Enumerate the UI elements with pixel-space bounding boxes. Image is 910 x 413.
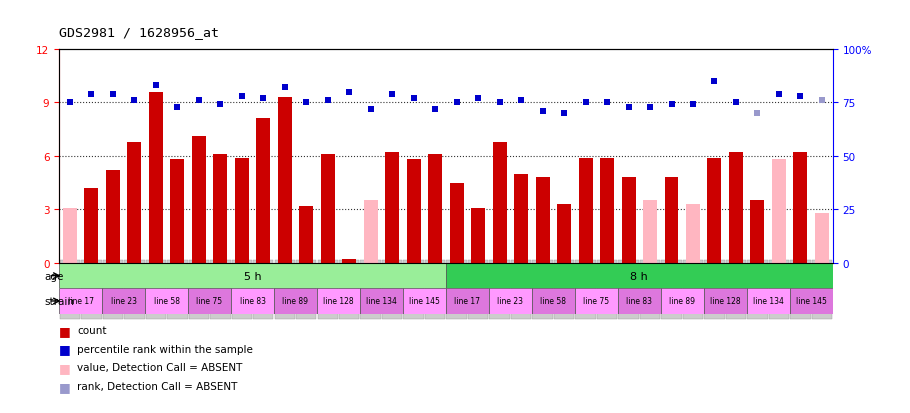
Text: age: age: [44, 271, 64, 281]
Bar: [450, 183, 463, 263]
Bar: [364, 201, 378, 263]
Bar: [815, 214, 829, 263]
Text: strain: strain: [44, 296, 74, 306]
Bar: [794, 153, 807, 263]
Text: line 17: line 17: [67, 297, 94, 306]
Bar: [557, 204, 571, 263]
Text: line 134: line 134: [366, 297, 397, 306]
Bar: [747, 289, 790, 314]
Bar: [514, 174, 528, 263]
Text: line 75: line 75: [583, 297, 610, 306]
Bar: [575, 289, 618, 314]
Text: ■: ■: [59, 324, 71, 337]
Bar: [492, 142, 507, 263]
Text: line 17: line 17: [454, 297, 480, 306]
Bar: [360, 289, 403, 314]
Bar: [149, 93, 163, 263]
Text: line 145: line 145: [795, 297, 826, 306]
Bar: [729, 153, 743, 263]
Bar: [274, 289, 317, 314]
Bar: [145, 289, 188, 314]
Text: line 58: line 58: [541, 297, 566, 306]
Text: line 145: line 145: [409, 297, 440, 306]
Bar: [446, 289, 489, 314]
Bar: [790, 289, 833, 314]
Text: line 128: line 128: [710, 297, 741, 306]
Text: line 89: line 89: [282, 297, 308, 306]
Text: line 83: line 83: [626, 297, 652, 306]
Bar: [600, 158, 614, 263]
Text: rank, Detection Call = ABSENT: rank, Detection Call = ABSENT: [77, 381, 238, 391]
Bar: [257, 119, 270, 263]
Bar: [489, 289, 531, 314]
Text: line 83: line 83: [239, 297, 266, 306]
Bar: [531, 289, 575, 314]
Text: GDS2981 / 1628956_at: GDS2981 / 1628956_at: [59, 26, 219, 39]
Text: line 23: line 23: [111, 297, 136, 306]
Bar: [622, 178, 635, 263]
Text: line 23: line 23: [498, 297, 523, 306]
Text: 8 h: 8 h: [631, 271, 648, 281]
Bar: [278, 97, 292, 263]
Bar: [471, 208, 485, 263]
Bar: [213, 155, 228, 263]
Bar: [299, 206, 313, 263]
Text: ■: ■: [59, 361, 71, 374]
Bar: [536, 178, 550, 263]
Text: value, Detection Call = ABSENT: value, Detection Call = ABSENT: [77, 363, 243, 373]
Bar: [342, 260, 356, 263]
Text: ■: ■: [59, 380, 71, 393]
Text: count: count: [77, 325, 106, 335]
Text: ■: ■: [59, 342, 71, 356]
Bar: [188, 289, 231, 314]
Text: line 134: line 134: [753, 297, 784, 306]
Text: percentile rank within the sample: percentile rank within the sample: [77, 344, 253, 354]
Bar: [661, 289, 703, 314]
Text: line 89: line 89: [669, 297, 695, 306]
Bar: [85, 188, 98, 263]
Bar: [106, 171, 120, 263]
Bar: [686, 204, 700, 263]
Text: line 58: line 58: [154, 297, 179, 306]
Bar: [751, 201, 764, 263]
Text: 5 h: 5 h: [244, 271, 261, 281]
Bar: [59, 289, 102, 314]
Bar: [429, 155, 442, 263]
Bar: [320, 155, 335, 263]
Bar: [407, 160, 420, 263]
Bar: [618, 289, 661, 314]
Text: line 75: line 75: [197, 297, 223, 306]
Bar: [63, 208, 76, 263]
Bar: [317, 289, 360, 314]
Bar: [170, 160, 185, 263]
Bar: [403, 289, 446, 314]
Bar: [703, 289, 747, 314]
Bar: [643, 201, 657, 263]
Bar: [127, 142, 141, 263]
Bar: [446, 263, 833, 289]
Bar: [707, 158, 722, 263]
Bar: [664, 178, 679, 263]
Bar: [231, 289, 274, 314]
Bar: [772, 160, 786, 263]
Bar: [579, 158, 592, 263]
Bar: [385, 153, 399, 263]
Bar: [235, 158, 248, 263]
Bar: [59, 263, 446, 289]
Text: line 128: line 128: [323, 297, 354, 306]
Bar: [192, 137, 206, 263]
Bar: [102, 289, 145, 314]
